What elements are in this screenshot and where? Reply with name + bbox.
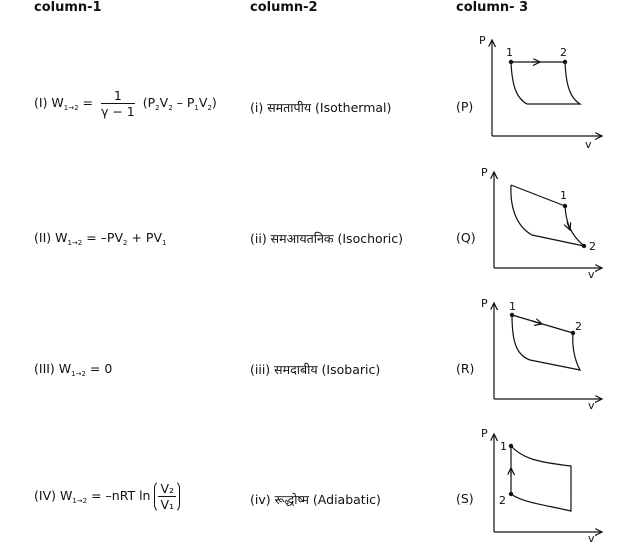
y-axis-label: P: [481, 427, 488, 440]
row-1-process: (i) समतापीय (Isothermal): [250, 100, 392, 115]
subscript: 2: [207, 104, 212, 112]
subscript: 2: [155, 104, 160, 112]
subscript: 1→2: [71, 370, 86, 378]
point-1: [562, 203, 568, 209]
row-2-expression: (II) W1→2 = –PV2 + PV1: [34, 230, 167, 247]
x-axis-label: v: [588, 399, 595, 412]
equals: =: [78, 95, 97, 110]
point-1-label: 1: [509, 300, 516, 313]
row-3-expression: (III) W1→2 = 0: [34, 361, 113, 378]
point-1: [508, 443, 514, 449]
curve: [510, 61, 583, 105]
row-4-label: (S): [456, 491, 474, 506]
row-4-expression: (IV) W1→2 = –nRT ln V₂ V₁: [34, 480, 181, 513]
term: V: [159, 95, 169, 110]
term: = –PV: [82, 230, 124, 245]
subscript: 1→2: [72, 497, 88, 505]
term: = –nRT ln: [87, 488, 151, 503]
point-2: [562, 59, 568, 65]
point-2: [508, 491, 514, 497]
curve: [511, 314, 582, 371]
graph-p: P v 1 2: [470, 30, 610, 150]
x-axis-label: v: [585, 138, 592, 150]
y-axis-label: P: [481, 166, 488, 179]
fraction-denominator: V₁: [160, 497, 175, 512]
point-1: [509, 312, 515, 318]
lower-curve: [510, 184, 585, 247]
process-line: [511, 314, 574, 334]
parenthesis: V₂ V₁: [154, 480, 181, 513]
row-3-label: (R): [456, 361, 475, 376]
upper-line: [510, 184, 566, 207]
point-1-label: 1: [500, 440, 507, 453]
x-axis-label: v: [588, 532, 595, 544]
work-symbol: (III) W: [34, 361, 72, 376]
x-axis-label: v: [588, 268, 595, 281]
graph-q: P v 1 2: [470, 162, 610, 282]
point-2-label: 2: [499, 494, 506, 507]
term: + PV: [127, 230, 162, 245]
row-1-label: (P): [456, 99, 474, 114]
subscript: 2: [168, 104, 173, 112]
term: (P: [142, 95, 156, 110]
fraction-numerator: V₂: [158, 481, 177, 497]
subscript: 2: [123, 239, 128, 247]
graph-r: P v 1 2: [470, 293, 610, 413]
row-2-label: (Q): [456, 230, 476, 245]
work-symbol: (II) W: [34, 230, 68, 245]
direction-arrow: [531, 321, 542, 324]
point-2-label: 2: [589, 240, 596, 253]
column-3-header: column- 3: [456, 0, 529, 15]
column-1-header: column-1: [34, 0, 102, 15]
direction-arrow: [567, 221, 570, 230]
fraction-denominator: γ − 1: [100, 104, 135, 119]
point-1: [508, 59, 514, 65]
term: V: [198, 95, 208, 110]
point-2-label: 2: [560, 46, 567, 59]
row-2-process: (ii) समआयतनिक (Isochoric): [250, 231, 404, 246]
y-axis-label: P: [479, 34, 486, 47]
point-2-label: 2: [575, 320, 582, 333]
fraction: V₂ V₁: [158, 481, 177, 512]
subscript: 1→2: [63, 104, 79, 112]
column-2-header: column-2: [250, 0, 318, 15]
subscript: 1: [162, 239, 167, 247]
term: ): [211, 95, 217, 110]
term: – P: [172, 95, 195, 110]
curve: [510, 445, 572, 512]
subscript: 1: [194, 104, 199, 112]
subscript: 1→2: [67, 239, 83, 247]
y-axis-label: P: [481, 297, 488, 310]
row-3-process: (iii) समदाबीय (Isobaric): [250, 362, 381, 377]
point-1-label: 1: [506, 46, 513, 59]
work-symbol: (I) W: [34, 95, 64, 110]
fraction-numerator: 1: [100, 88, 135, 104]
process-curve: [564, 205, 585, 247]
point-2: [570, 330, 576, 336]
row-4-process: (iv) रूद्धोष्म (Adiabatic): [250, 492, 381, 507]
term: = 0: [85, 361, 113, 376]
point-1-label: 1: [560, 189, 567, 202]
point-2: [581, 243, 587, 249]
graph-s: P v 1 2: [470, 424, 610, 544]
work-symbol: (IV) W: [34, 488, 73, 503]
